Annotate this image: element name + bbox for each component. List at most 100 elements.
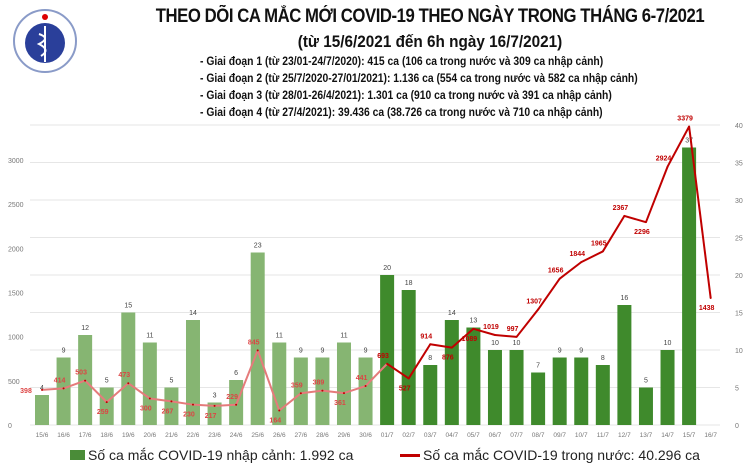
line-segment-domestic xyxy=(473,327,496,336)
bar-data-label: 11 xyxy=(146,333,153,340)
bar-data-label: 8 xyxy=(601,355,605,362)
line-segment-domestic xyxy=(214,403,237,407)
line-data-label: 527 xyxy=(399,385,411,392)
bar-data-label: 5 xyxy=(105,378,109,385)
line-data-label: 164 xyxy=(269,418,281,425)
line-data-label: 473 xyxy=(118,372,130,379)
x-axis-tick: 23/6 xyxy=(208,432,221,439)
right-axis-tick: 40 xyxy=(735,123,743,130)
x-axis-tick: 01/7 xyxy=(381,432,394,439)
line-data-label: 1089 xyxy=(462,336,478,343)
right-axis-tick: 15 xyxy=(735,311,743,318)
legend-bar-swatch xyxy=(70,450,85,460)
line-segment-domestic xyxy=(171,400,194,406)
line-segment-domestic xyxy=(322,389,345,395)
x-axis-tick: 17/6 xyxy=(79,432,92,439)
x-axis-tick: 19/6 xyxy=(122,432,135,439)
bar-imported xyxy=(207,402,222,425)
phase-4-text: - Giai đoạn 4 (từ 27/4/2021): 39.436 ca … xyxy=(200,107,603,119)
line-segment-domestic xyxy=(364,363,388,387)
bar-imported xyxy=(423,365,438,425)
line-data-label: 300 xyxy=(140,406,152,413)
legend-domestic-label: Số ca mắc COVID-19 trong nước: 40.296 ca xyxy=(423,447,700,463)
bar-data-label: 12 xyxy=(81,325,89,332)
line-segment-domestic xyxy=(235,349,259,406)
line-point-domestic xyxy=(84,379,87,382)
right-axis-tick: 35 xyxy=(735,161,743,168)
bar-imported xyxy=(358,357,373,425)
bar-imported xyxy=(185,320,200,425)
line-segment-domestic xyxy=(580,250,604,264)
page-subtitle: (từ 15/6/2021 đến 6h ngày 16/7/2021) xyxy=(297,32,563,51)
bar-imported xyxy=(531,372,546,425)
x-axis-tick: 26/6 xyxy=(273,432,286,439)
x-axis-tick: 03/7 xyxy=(424,432,437,439)
line-segment-domestic xyxy=(106,382,129,403)
bar-imported xyxy=(99,387,114,425)
line-point-domestic xyxy=(537,308,540,311)
line-data-label: 1965 xyxy=(591,240,607,247)
bar-imported xyxy=(35,395,49,425)
line-data-label: 359 xyxy=(291,382,303,389)
line-data-label: 845 xyxy=(248,339,260,346)
line-segment-domestic xyxy=(688,126,712,299)
x-axis-tick: 08/7 xyxy=(532,432,545,439)
line-point-domestic xyxy=(299,392,302,395)
line-point-domestic xyxy=(580,261,583,264)
x-axis-tick: 25/6 xyxy=(251,432,264,439)
x-axis-tick: 10/7 xyxy=(575,432,588,439)
line-point-domestic xyxy=(278,409,281,412)
bar-data-label: 7 xyxy=(536,363,540,370)
bar-data-label: 6 xyxy=(234,370,238,377)
line-data-label: 230 xyxy=(183,412,195,419)
bar-imported xyxy=(552,357,567,425)
line-point-domestic xyxy=(321,389,324,392)
left-axis-tick: 500 xyxy=(8,379,20,386)
right-axis-tick: 25 xyxy=(735,236,743,243)
line-point-domestic xyxy=(450,346,453,349)
line-segment-domestic xyxy=(149,397,172,403)
bar-imported xyxy=(574,357,589,425)
bar-data-label: 3 xyxy=(213,393,217,400)
bar-imported xyxy=(272,342,287,425)
line-segment-domestic xyxy=(451,328,475,349)
x-axis-tick: 13/7 xyxy=(640,432,653,439)
right-axis-tick: 20 xyxy=(735,273,743,280)
bar-data-label: 11 xyxy=(340,333,347,340)
bar-data-label: 9 xyxy=(364,348,368,355)
line-data-label: 693 xyxy=(377,353,389,360)
line-data-label: 876 xyxy=(442,355,454,362)
x-axis-tick: 15/6 xyxy=(36,432,49,439)
line-point-domestic xyxy=(213,404,216,407)
line-data-label: 398 xyxy=(20,388,32,395)
bar-imported xyxy=(164,387,179,425)
line-segment-domestic xyxy=(666,126,690,168)
bar-imported xyxy=(121,312,136,425)
legend-imported-label: Số ca mắc COVID-19 nhập cảnh: 1.992 ca xyxy=(88,447,354,463)
bar-data-label: 15 xyxy=(124,303,132,310)
x-axis-tick: 09/7 xyxy=(553,432,566,439)
line-point-domestic xyxy=(407,377,410,380)
bar-data-label: 14 xyxy=(189,310,197,317)
line-point-domestic xyxy=(558,277,561,280)
line-data-label: 914 xyxy=(420,333,432,340)
bar-data-label: 20 xyxy=(383,265,391,272)
line-segment-domestic xyxy=(343,385,366,395)
line-point-domestic xyxy=(170,400,173,403)
x-axis-tick: 18/6 xyxy=(100,432,113,439)
x-axis-tick: 20/6 xyxy=(144,432,157,439)
bar-data-label: 14 xyxy=(448,310,456,317)
line-segment-domestic xyxy=(278,392,302,412)
line-point-domestic xyxy=(191,403,194,406)
bar-data-label: 9 xyxy=(558,348,562,355)
right-axis-tick: 0 xyxy=(735,423,739,430)
line-point-domestic xyxy=(472,327,475,330)
bar-data-label: 10 xyxy=(491,340,499,347)
line-point-domestic xyxy=(601,250,604,253)
left-axis-tick: 2000 xyxy=(8,246,24,253)
phase-1-text: - Giai đoạn 1 (từ 23/01-24/7/2020): 415 … xyxy=(200,56,604,68)
x-axis-tick: 27/6 xyxy=(295,432,308,439)
line-data-label: 267 xyxy=(162,408,174,415)
line-data-label: 2924 xyxy=(656,156,672,163)
